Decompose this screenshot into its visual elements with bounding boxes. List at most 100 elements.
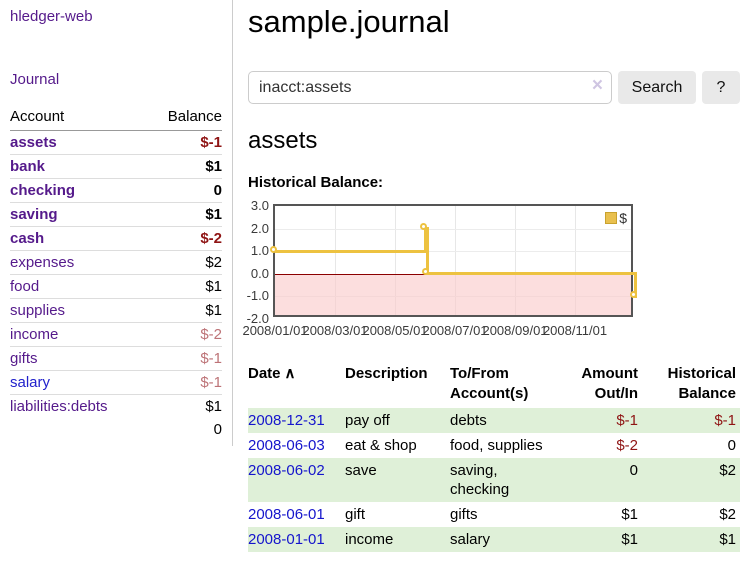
- y-axis-tick-label: -2.0: [246, 311, 269, 326]
- tx-header-label-line2: Balance: [678, 385, 736, 402]
- account-row: assets $-1: [10, 131, 222, 155]
- tx-header-label: Description: [345, 365, 428, 382]
- account-link[interactable]: cash: [10, 230, 45, 247]
- account-link[interactable]: liabilities:debts: [10, 398, 108, 415]
- account-row: cash $-2: [10, 226, 222, 251]
- transaction-row: 2008-06-02 save saving, checking 0 $2: [248, 458, 740, 502]
- accounts-header-row: Account Balance: [10, 105, 222, 131]
- account-row: income $-2: [10, 322, 222, 347]
- transaction-row: 2008-01-01 income salary $1 $1: [248, 527, 740, 552]
- tx-date-cell: 2008-06-03: [248, 433, 345, 458]
- account-balance: $1: [146, 202, 222, 227]
- tx-date-link[interactable]: 2008-06-02: [248, 462, 325, 479]
- chart-gridline-horizontal: [275, 228, 631, 230]
- accounts-total-spacer: [10, 418, 146, 441]
- app-title: hledger-web: [10, 8, 222, 25]
- tx-balance: $1: [719, 531, 736, 548]
- tx-description: eat & shop: [345, 437, 417, 454]
- tx-date-link[interactable]: 2008-06-01: [248, 506, 325, 523]
- transactions-table: Date ∧ Description To/From Account(s) Amount O…: [248, 362, 740, 552]
- account-row: liabilities:debts $1: [10, 394, 222, 418]
- tx-amount: $-1: [616, 412, 638, 429]
- account-balance: $-1: [200, 134, 222, 151]
- account-cell: income: [10, 322, 147, 347]
- chart-gridline-vertical: [335, 206, 336, 315]
- tx-accounts: salary: [450, 531, 491, 548]
- account-row: checking 0: [10, 178, 222, 203]
- account-link[interactable]: expenses: [10, 254, 75, 271]
- account-balance: $2: [146, 250, 222, 275]
- search-input[interactable]: [248, 71, 612, 104]
- sidebar: hledger-web Journal Account Balance asse…: [0, 0, 233, 446]
- tx-header-label: Amount: [581, 365, 638, 382]
- account-link[interactable]: food: [10, 278, 40, 295]
- account-row: gifts $-1: [10, 346, 222, 371]
- y-axis-tick-label: 3.0: [250, 198, 269, 213]
- page-title: sample.journal: [248, 4, 450, 39]
- historical-balance-chart: $ 3.0 2.0 1.0 0.0 -1.0 -2.0 2008/01/01 2008/03/…: [242, 199, 740, 340]
- tx-date-cell: 2008-06-02: [248, 458, 345, 502]
- account-row: saving $1: [10, 202, 222, 227]
- account-link[interactable]: income: [10, 326, 59, 343]
- x-axis-tick-label: 2008/11/01: [542, 323, 608, 338]
- tx-accounts: gifts: [450, 506, 478, 523]
- account-cell: checking: [10, 178, 147, 203]
- account-link[interactable]: checking: [10, 182, 76, 199]
- account-link[interactable]: supplies: [10, 302, 66, 319]
- chart-gridline-vertical: [515, 206, 516, 315]
- chart-negative-region: [275, 273, 631, 315]
- chart-title: Historical Balance:: [248, 174, 384, 191]
- app-title-link[interactable]: hledger-web: [10, 8, 93, 25]
- tx-header-label-line2: Out/In: [594, 385, 638, 402]
- account-balance: $1: [146, 154, 222, 179]
- tx-amount: 0: [629, 462, 638, 479]
- account-cell: saving: [10, 202, 147, 227]
- x-axis-tick-label: 2008/09/01: [482, 323, 548, 338]
- account-link[interactable]: gifts: [10, 350, 38, 367]
- clear-search-icon[interactable]: ×: [591, 75, 603, 96]
- tx-date-link[interactable]: 2008-06-03: [248, 437, 325, 454]
- chart-line-segment: [425, 227, 429, 276]
- search-form: × Search ?: [248, 71, 740, 104]
- search-button[interactable]: Search: [618, 71, 696, 104]
- chart-data-point: [629, 290, 637, 298]
- x-axis-tick-label: 2008/01/01: [242, 323, 308, 338]
- tx-header-amount: Amount Out/In: [550, 362, 642, 408]
- account-link[interactable]: saving: [10, 206, 58, 223]
- tx-balance: $2: [719, 506, 736, 523]
- x-axis-tick-label: 2008/03/01: [302, 323, 368, 338]
- tx-date-cell: 2008-01-01: [248, 527, 345, 552]
- journal-link[interactable]: Journal: [10, 71, 60, 88]
- sidebar-item-journal: Journal: [10, 71, 222, 88]
- account-row: salary $-1: [10, 370, 222, 395]
- account-balance: 0: [146, 178, 222, 203]
- legend-label: $: [619, 210, 627, 226]
- account-link[interactable]: assets: [10, 134, 57, 151]
- transactions-header-row: Date ∧ Description To/From Account(s) Amount O…: [248, 362, 740, 408]
- tx-header-label: Date ∧: [248, 365, 296, 382]
- tx-description: pay off: [345, 412, 390, 429]
- account-link[interactable]: bank: [10, 158, 46, 175]
- chart-line-segment: [275, 249, 425, 253]
- sort-ascending-icon: ∧: [284, 365, 296, 382]
- account-cell: expenses: [10, 250, 147, 275]
- tx-date-cell: 2008-06-01: [248, 502, 345, 527]
- transaction-row: 2008-06-03 eat & shop food, supplies $-2 0: [248, 433, 740, 458]
- account-cell: salary: [10, 370, 147, 395]
- tx-date-link[interactable]: 2008-12-31: [248, 412, 325, 429]
- tx-accounts: saving, checking: [450, 462, 510, 498]
- tx-header-date[interactable]: Date ∧: [248, 362, 345, 408]
- account-cell: gifts: [10, 346, 147, 371]
- chart-legend: $: [604, 210, 628, 226]
- transaction-row: 2008-06-01 gift gifts $1 $2: [248, 502, 740, 527]
- tx-description: save: [345, 462, 377, 479]
- chart-gridline-vertical: [455, 206, 456, 315]
- account-link[interactable]: salary: [10, 374, 51, 391]
- help-button[interactable]: ?: [702, 71, 740, 104]
- y-axis-tick-label: 1.0: [250, 243, 269, 259]
- tx-header-to-from: To/From Account(s): [450, 362, 550, 408]
- tx-date-link[interactable]: 2008-01-01: [248, 531, 325, 548]
- tx-accounts: debts: [450, 412, 487, 429]
- account-row: food $1: [10, 274, 222, 299]
- account-cell: assets: [10, 131, 146, 155]
